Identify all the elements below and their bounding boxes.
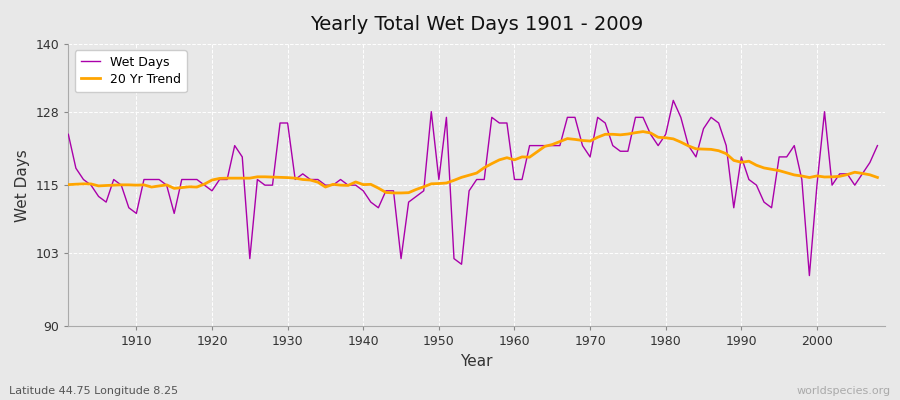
20 Yr Trend	[63, 182, 74, 187]
20 Yr Trend	[448, 178, 459, 183]
Wet Days	[63, 132, 74, 137]
Wet Days	[781, 154, 792, 159]
20 Yr Trend	[721, 151, 732, 156]
20 Yr Trend	[637, 129, 648, 134]
Text: Latitude 44.75 Longitude 8.25: Latitude 44.75 Longitude 8.25	[9, 386, 178, 396]
20 Yr Trend	[774, 168, 785, 173]
20 Yr Trend	[146, 185, 157, 190]
Wet Days	[441, 115, 452, 120]
Legend: Wet Days, 20 Yr Trend: Wet Days, 20 Yr Trend	[75, 50, 187, 92]
Wet Days	[872, 143, 883, 148]
Wet Days	[668, 98, 679, 103]
Wet Days	[766, 205, 777, 210]
Line: Wet Days: Wet Days	[68, 100, 878, 276]
Wet Days	[804, 273, 814, 278]
X-axis label: Year: Year	[461, 354, 493, 369]
20 Yr Trend	[789, 172, 800, 177]
Line: 20 Yr Trend: 20 Yr Trend	[68, 132, 878, 193]
Title: Yearly Total Wet Days 1901 - 2009: Yearly Total Wet Days 1901 - 2009	[310, 15, 644, 34]
Y-axis label: Wet Days: Wet Days	[15, 149, 30, 222]
Text: worldspecies.org: worldspecies.org	[796, 386, 891, 396]
Wet Days	[713, 120, 724, 125]
Wet Days	[192, 177, 202, 182]
20 Yr Trend	[388, 190, 399, 195]
20 Yr Trend	[872, 175, 883, 180]
Wet Days	[146, 177, 157, 182]
20 Yr Trend	[192, 185, 202, 190]
